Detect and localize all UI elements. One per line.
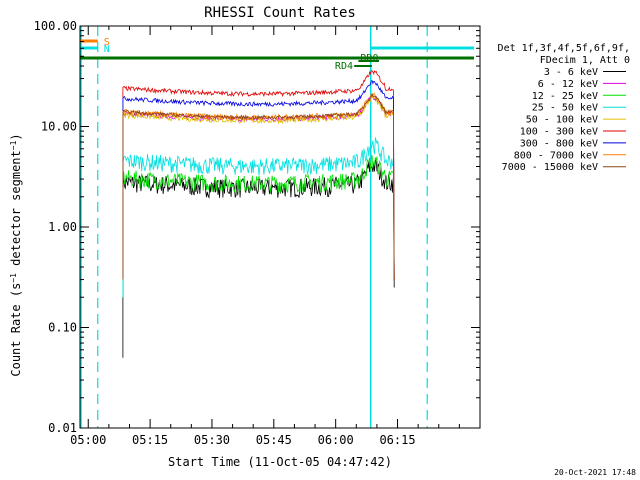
annotation-label: S: [104, 37, 110, 48]
legend-entry: 6 - 12 keV: [538, 79, 598, 90]
legend-entry: 100 - 300 keV: [520, 127, 598, 138]
series-line: [122, 93, 395, 280]
series-line: [122, 159, 395, 358]
series-line: [122, 95, 395, 280]
legend-entry: 7000 - 15000 keV: [502, 162, 598, 173]
legend-entry: 50 - 100 keV: [526, 115, 598, 126]
legend-entry: 25 - 50 keV: [532, 103, 598, 114]
legend-entry: 12 - 25 keV: [532, 91, 598, 102]
x-tick-label: 05:15: [132, 433, 168, 447]
annotation-label: N: [104, 44, 110, 55]
x-tick-label: 06:00: [318, 433, 354, 447]
chart-title: RHESSI Count Rates: [204, 5, 356, 21]
legend: Det 1f,3f,4f,5f,6f,9f, FDecim 1, Att 0 3…: [498, 43, 630, 173]
legend-header-detectors: Det 1f,3f,4f,5f,6f,9f,: [498, 43, 630, 54]
legend-entry: 3 - 6 keV: [544, 67, 598, 78]
y-axis-label: Count Rate (s−1 detector segment−1): [9, 133, 24, 376]
annotation-label: RD0: [360, 53, 378, 64]
y-tick-label: 10.00: [41, 120, 77, 134]
series-line: [122, 137, 395, 298]
plot-frame: [79, 25, 481, 429]
y-tick-label: 100.00: [34, 19, 77, 33]
x-tick-label: 05:00: [70, 433, 106, 447]
y-tick-label: 0.10: [48, 321, 77, 335]
legend-header-decimation: FDecim 1, Att 0: [540, 55, 630, 66]
y-tick-label: 0.01: [48, 421, 77, 435]
plot-timestamp: 20-Oct-2021 17:48: [554, 468, 636, 477]
x-axis-label: Start Time (11-Oct-05 04:47:42): [168, 455, 392, 469]
legend-entry: 800 - 7000 keV: [514, 150, 598, 161]
series-line: [122, 70, 395, 280]
series-line: [122, 80, 395, 280]
y-tick-label: 1.00: [48, 220, 77, 234]
time-interval-bands: [80, 26, 428, 428]
x-tick-label: 06:15: [379, 433, 415, 447]
x-tick-label: 05:45: [256, 433, 292, 447]
legend-entry: 300 - 800 keV: [520, 138, 598, 149]
data-series: [122, 70, 395, 358]
x-tick-label: 05:30: [194, 433, 230, 447]
orbit-markers: SN RD4 RD0: [80, 37, 474, 72]
annotation-label: RD4: [335, 61, 353, 72]
series-line: [122, 155, 395, 298]
